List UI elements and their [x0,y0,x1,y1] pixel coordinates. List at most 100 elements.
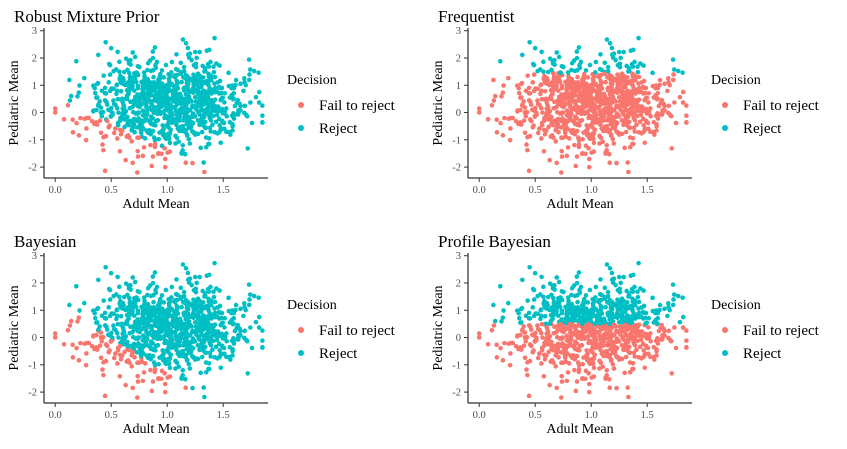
point-reject [541,59,546,65]
point-reject [108,113,114,119]
y-tick-label: 0 [32,333,37,344]
point-fail-to-reject [141,145,147,150]
point-reject [199,354,205,360]
point-fail-to-reject [130,385,136,391]
point-reject [598,277,603,282]
point-fail-to-reject [540,110,545,115]
point-reject [229,310,234,316]
point-fail-to-reject [476,335,482,340]
point-reject [190,329,195,335]
point-reject [576,270,582,275]
point-fail-to-reject [573,327,579,333]
point-fail-to-reject [659,97,665,103]
point-reject [145,67,150,73]
point-reject [222,126,227,132]
point-reject [192,95,198,100]
point-reject [95,95,100,100]
point-reject [98,110,104,115]
point-fail-to-reject [538,91,543,97]
point-reject [141,101,146,106]
point-reject [201,160,206,165]
point-fail-to-reject [517,120,523,125]
point-reject [607,41,613,46]
point-reject [552,62,557,67]
point-fail-to-reject [616,114,622,119]
point-reject [169,295,174,300]
point-fail-to-reject [608,133,614,138]
point-reject [183,96,188,101]
point-fail-to-reject [606,376,612,382]
point-reject [186,136,192,142]
point-reject [135,83,141,89]
point-fail-to-reject [635,332,640,338]
point-reject [167,303,172,309]
point-fail-to-reject [616,95,622,100]
point-reject [118,80,124,85]
point-reject [173,95,178,101]
point-fail-to-reject [615,76,621,81]
point-reject [201,348,206,353]
point-fail-to-reject [657,82,662,88]
point-reject [202,394,207,400]
point-reject [198,145,203,151]
point-fail-to-reject [83,362,89,368]
point-fail-to-reject [558,325,563,331]
point-fail-to-reject [123,157,128,163]
point-reject [593,295,598,300]
point-reject [569,60,575,66]
point-fail-to-reject [93,120,99,125]
point-fail-to-reject [560,360,566,366]
point-fail-to-reject [494,130,500,135]
point-fail-to-reject [642,140,648,146]
point-reject [204,303,210,309]
point-fail-to-reject [127,360,132,365]
point-fail-to-reject [167,149,173,154]
panel-title: Profile Bayesian [438,232,551,251]
point-reject [558,70,563,76]
point-fail-to-reject [572,90,578,96]
point-fail-to-reject [671,72,676,77]
x-tick-label: 0.5 [105,410,118,421]
point-reject [242,103,248,109]
point-fail-to-reject [561,329,566,335]
point-fail-to-reject [542,88,548,94]
y-axis-title: Pediatric Mean [431,285,446,370]
point-reject [92,85,98,91]
point-fail-to-reject [564,153,570,159]
point-reject [192,49,198,55]
point-reject [138,318,144,323]
point-reject [638,286,643,291]
point-reject [108,270,114,276]
point-fail-to-reject [565,370,571,375]
point-reject [128,99,133,105]
point-reject [542,305,548,310]
point-fail-to-reject [651,119,657,125]
point-fail-to-reject [607,160,613,166]
point-reject [180,142,186,148]
point-reject [249,345,255,351]
point-reject [142,76,147,82]
point-fail-to-reject [525,147,530,153]
point-fail-to-reject [628,107,634,113]
point-reject [157,296,163,302]
point-reject [241,301,247,306]
point-fail-to-reject [555,88,561,93]
point-reject [168,330,174,336]
point-fail-to-reject [554,350,559,355]
point-reject [143,92,149,97]
point-fail-to-reject [621,337,626,342]
point-reject [233,302,239,308]
point-fail-to-reject [579,96,585,102]
point-reject [248,100,253,105]
point-fail-to-reject [684,120,689,125]
panel-4: Profile Bayesian 0.0 0.5 1.0 1.5 -2 -1 0 1 2 3 Adul… [431,232,820,437]
point-reject [169,313,175,319]
point-fail-to-reject [529,343,534,349]
point-reject [166,83,172,89]
x-tick-label: 0.0 [473,185,486,196]
legend: Decision Fail to reject Reject [287,73,396,137]
point-reject [190,355,196,360]
point-reject [607,321,612,326]
point-reject [231,116,237,121]
point-fail-to-reject [502,340,507,346]
